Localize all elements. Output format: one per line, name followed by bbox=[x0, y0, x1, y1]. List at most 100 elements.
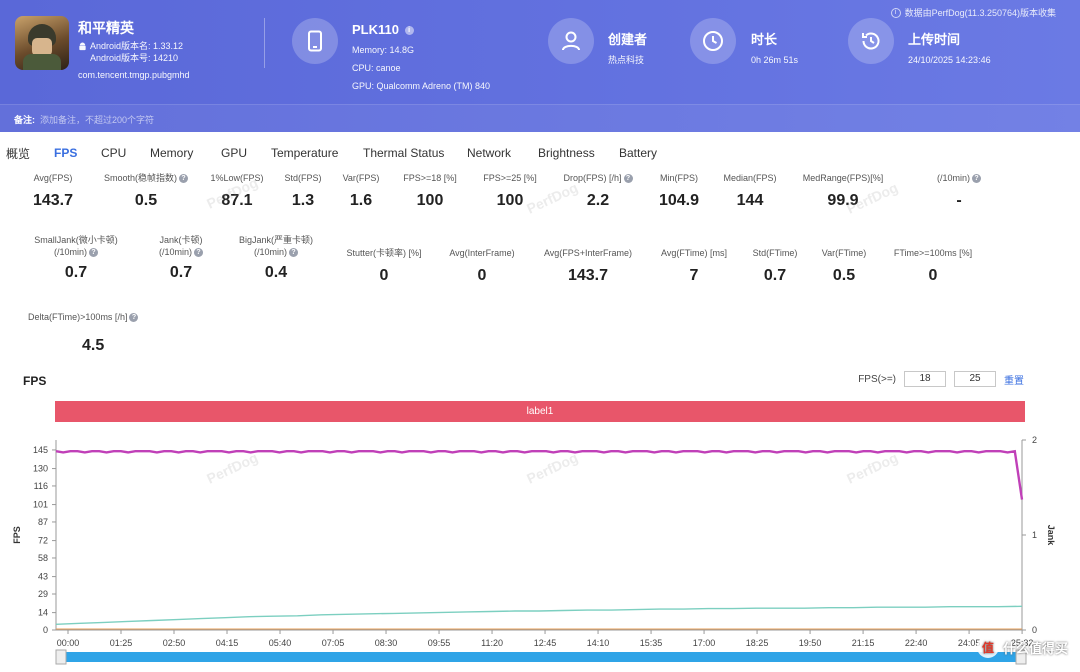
fps-threshold-label: FPS(>=) bbox=[858, 373, 896, 385]
app-meta: Android版本名: 1.33.12 Android版本号: 14210 bbox=[78, 40, 183, 64]
help-icon[interactable]: ? bbox=[179, 174, 188, 184]
site-logo-text: 什么值得买 bbox=[1002, 640, 1068, 656]
y-tick-label: 0 bbox=[43, 625, 48, 635]
tab-fps[interactable]: FPS bbox=[54, 146, 78, 160]
device-gpu: GPU: Qualcomm Adreno (TM) 840 bbox=[352, 81, 491, 91]
tab-memory[interactable]: Memory bbox=[150, 146, 194, 160]
x-tick-label: 21:15 bbox=[852, 638, 875, 648]
metric-label: FPS>=25 [%] bbox=[483, 173, 537, 183]
tab-thermal-status[interactable]: Thermal Status bbox=[363, 146, 445, 160]
fps-threshold-input-2[interactable]: 25 bbox=[954, 371, 996, 387]
note-input[interactable]: 添加备注，不超过200个字符 bbox=[40, 115, 155, 125]
metric-value: 87.1 bbox=[221, 192, 253, 209]
metric-per-10min: (/10min)? - bbox=[926, 172, 992, 210]
metric-value: 0.7 bbox=[169, 264, 193, 281]
header-divider bbox=[264, 18, 265, 68]
metric-medrange-fps: MedRange(FPS)[%] 99.9 bbox=[796, 172, 890, 210]
device-cpu: CPU: canoe bbox=[352, 63, 401, 73]
y-tick-label: 145 bbox=[33, 445, 48, 455]
app-icon bbox=[15, 16, 69, 70]
tab-overview[interactable]: 概览 bbox=[6, 146, 31, 161]
scrollbar-handle-left[interactable] bbox=[55, 649, 67, 665]
metric-label: Median(FPS) bbox=[723, 173, 777, 183]
metric-fps-ge-18: FPS>=18 [%] 100 bbox=[398, 172, 462, 210]
y2-axis-label: Jank bbox=[1046, 525, 1056, 547]
tab-brightness[interactable]: Brightness bbox=[538, 146, 595, 160]
metric-ftime-ge-100ms: FTime>=100ms [%] 0 bbox=[886, 247, 980, 285]
tab-battery[interactable]: Battery bbox=[619, 146, 658, 160]
app-package: com.tencent.tmgp.pubgmhd bbox=[78, 70, 190, 80]
metric-jank: Jank(卡顿) (/10min)? 0.7 bbox=[146, 234, 216, 282]
site-logo: 值 什么值得买 bbox=[976, 636, 1068, 658]
x-tick-label: 09:55 bbox=[428, 638, 451, 648]
x-tick-label: 00:00 bbox=[57, 638, 80, 648]
duration-title: 时长 bbox=[751, 32, 778, 47]
help-icon[interactable]: ? bbox=[129, 313, 139, 323]
metric-label: Avg(FTime) [ms] bbox=[660, 248, 727, 258]
device-info-icon[interactable]: i bbox=[404, 26, 414, 36]
timeline-scrollbar[interactable] bbox=[56, 652, 1026, 662]
metric-delta-ftime: Delta(FTime)>100ms [/h]? 4.5 bbox=[28, 311, 160, 355]
metric-big-jank: BigJank(严重卡顿) (/10min)? 0.4 bbox=[228, 234, 324, 282]
x-tick-label: 07:05 bbox=[322, 638, 345, 648]
y-tick-label: 43 bbox=[38, 572, 48, 582]
android-version-name: Android版本名: 1.33.12 bbox=[90, 41, 184, 51]
help-icon[interactable]: ? bbox=[89, 248, 98, 258]
tab-cpu[interactable]: CPU bbox=[101, 146, 127, 160]
metric-label: Var(FPS) bbox=[342, 173, 380, 183]
android-version-code: Android版本号: 14210 bbox=[90, 53, 179, 63]
tab-gpu[interactable]: GPU bbox=[221, 146, 248, 160]
fps-series-line bbox=[55, 449, 1024, 500]
x-tick-label: 18:25 bbox=[746, 638, 769, 648]
metric-label: Stutter(卡顿率) [%] bbox=[346, 248, 422, 258]
note-label: 备注: bbox=[14, 115, 35, 125]
device-specs: Memory: 14.8G CPU: canoe GPU: Qualcomm A… bbox=[352, 41, 490, 95]
metric-1pct-low: 1%Low(FPS) 87.1 bbox=[206, 172, 268, 210]
metric-value: 143.7 bbox=[567, 267, 609, 284]
metric-value: 143.7 bbox=[32, 192, 74, 209]
fps-threshold-input-1[interactable]: 18 bbox=[904, 371, 946, 387]
metric-avg-interframe: Avg(InterFrame) 0 bbox=[440, 247, 524, 285]
metric-label-unit: (/10min) bbox=[253, 247, 287, 257]
y-tick-label: 87 bbox=[38, 517, 48, 527]
metric-label: BigJank(严重卡顿) bbox=[238, 235, 313, 245]
tab-bar: 概览 FPS CPU Memory GPU Temperature Therma… bbox=[0, 140, 1080, 166]
metric-label: (/10min) bbox=[936, 173, 970, 183]
x-tick-label: 12:45 bbox=[534, 638, 557, 648]
metric-label-unit: (/10min) bbox=[53, 247, 87, 257]
x-tick-label: 15:35 bbox=[640, 638, 663, 648]
site-logo-icon: 值 bbox=[976, 636, 999, 658]
metric-value: 144 bbox=[736, 192, 764, 209]
y-tick-label: 101 bbox=[33, 500, 48, 510]
clock-icon bbox=[690, 18, 736, 64]
tab-temperature[interactable]: Temperature bbox=[271, 146, 339, 160]
metric-label: Var(FTime) bbox=[821, 248, 867, 258]
metric-value: 0 bbox=[477, 267, 487, 284]
help-icon[interactable]: ? bbox=[623, 174, 633, 184]
jank-series-line bbox=[55, 605, 1023, 625]
metric-label: Drop(FPS) [/h] bbox=[563, 173, 622, 183]
metric-label: Smooth(稳帧指数) bbox=[103, 173, 177, 183]
metric-value: 0.4 bbox=[264, 264, 288, 281]
scrollbar-handle-right[interactable] bbox=[1015, 649, 1027, 665]
help-icon[interactable]: ? bbox=[289, 248, 298, 258]
report-header: i 数据由PerfDog(11.3.250764)版本收集 和平精英 Andro… bbox=[0, 0, 1080, 132]
metric-value: 1.6 bbox=[349, 192, 373, 209]
label-bar[interactable]: label1 bbox=[55, 401, 1025, 422]
help-icon[interactable]: ? bbox=[194, 248, 203, 258]
y-tick-label: 58 bbox=[38, 553, 48, 563]
help-icon[interactable]: ? bbox=[972, 174, 981, 184]
metric-label: Min(FPS) bbox=[660, 173, 698, 183]
y2-tick-label: 0 bbox=[1032, 625, 1037, 635]
user-icon bbox=[548, 18, 594, 64]
metric-value: 7 bbox=[689, 267, 699, 284]
tab-network[interactable]: Network bbox=[467, 146, 512, 160]
chart-title: FPS bbox=[23, 374, 47, 388]
android-icon bbox=[79, 42, 86, 50]
reset-button[interactable]: 重置 bbox=[1004, 375, 1024, 387]
x-tick-label: 04:15 bbox=[216, 638, 239, 648]
metric-label: Std(FPS) bbox=[284, 173, 322, 183]
metric-value: 104.9 bbox=[658, 192, 700, 209]
phone-icon bbox=[292, 18, 338, 64]
metric-fps-ge-25: FPS>=25 [%] 100 bbox=[478, 172, 542, 210]
